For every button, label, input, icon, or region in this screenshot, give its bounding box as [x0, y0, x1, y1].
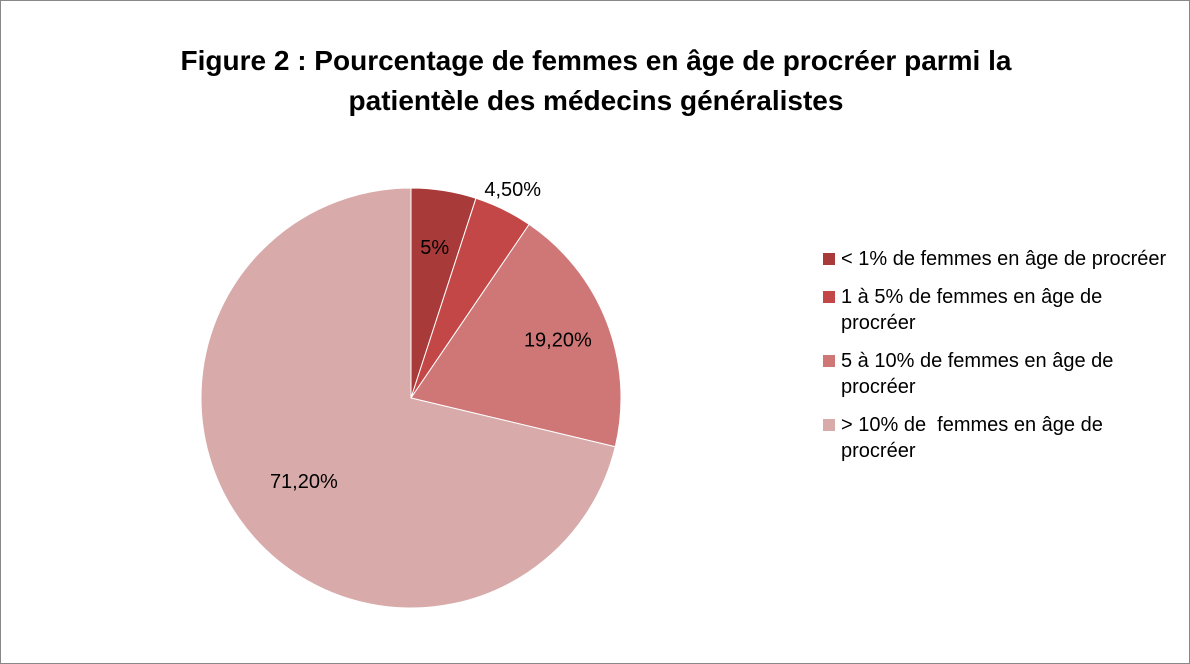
legend-label: 5 à 10% de femmes en âge de procréer — [841, 350, 1119, 398]
data-label: 71,20% — [270, 471, 338, 493]
legend-swatch — [823, 291, 835, 303]
legend-label: > 10% de femmes en âge de procréer — [841, 414, 1109, 462]
legend-swatch — [823, 253, 835, 265]
legend-item: 5 à 10% de femmes en âge de procréer — [821, 348, 1181, 400]
legend: < 1% de femmes en âge de procréer 1 à 5% … — [821, 246, 1181, 476]
legend-item: > 10% de femmes en âge de procréer — [821, 412, 1181, 464]
data-label: 19,20% — [524, 329, 592, 351]
pie-slice — [410, 223, 622, 448]
pie-slice — [200, 187, 616, 609]
chart-title: Figure 2 : Pourcentage de femmes en âge … — [180, 45, 1012, 116]
legend-swatch — [823, 355, 835, 367]
data-label: 5% — [420, 237, 449, 259]
chart-title-box: Figure 2 : Pourcentage de femmes en âge … — [96, 41, 1096, 121]
legend-swatch — [823, 419, 835, 431]
legend-label: < 1% de femmes en âge de procréer — [841, 248, 1167, 270]
legend-item: 1 à 5% de femmes en âge de procréer — [821, 284, 1181, 336]
legend-label: 1 à 5% de femmes en âge de procréer — [841, 286, 1108, 334]
legend-item: < 1% de femmes en âge de procréer — [821, 246, 1181, 272]
data-label: 4,50% — [484, 179, 541, 201]
